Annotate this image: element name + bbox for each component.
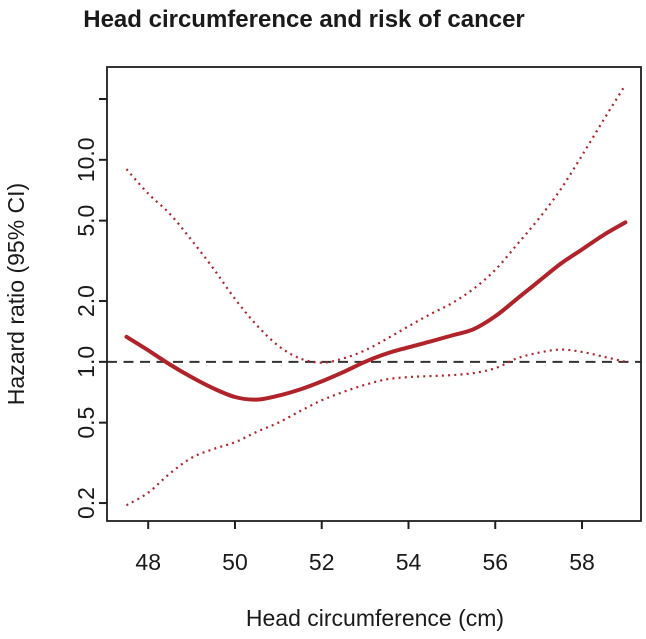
chart-title: Head circumference and risk of cancer <box>83 6 525 33</box>
x-tick-label: 52 <box>309 549 335 575</box>
y-tick-label: 5.0 <box>73 205 99 237</box>
y-tick-label: 2.0 <box>73 285 99 317</box>
y-axis-ticks: 0.2 0.5 1.0 2.0 5.0 10.0 <box>73 97 107 519</box>
plot-box <box>106 66 642 522</box>
x-tick-label: 50 <box>222 549 248 575</box>
y-tick-label: 0.2 <box>73 487 99 519</box>
y-axis-title: Hazard ratio (95% CI) <box>3 183 29 405</box>
x-tick-label: 48 <box>135 549 161 575</box>
y-tick-label: 1.0 <box>73 346 99 378</box>
hazard-ratio-curve <box>124 220 628 402</box>
plot-curves <box>107 84 641 507</box>
ci-lower-curve <box>125 348 626 507</box>
y-tick-label: 10.0 <box>73 137 99 182</box>
x-tick-label: 58 <box>569 549 595 575</box>
y-tick-label: 0.5 <box>73 407 99 439</box>
x-axis-ticks: 48 50 52 54 56 58 <box>135 521 595 575</box>
x-tick-label: 54 <box>396 549 422 575</box>
x-tick-label: 56 <box>482 549 508 575</box>
x-axis-title: Head circumference (cm) <box>246 605 504 631</box>
